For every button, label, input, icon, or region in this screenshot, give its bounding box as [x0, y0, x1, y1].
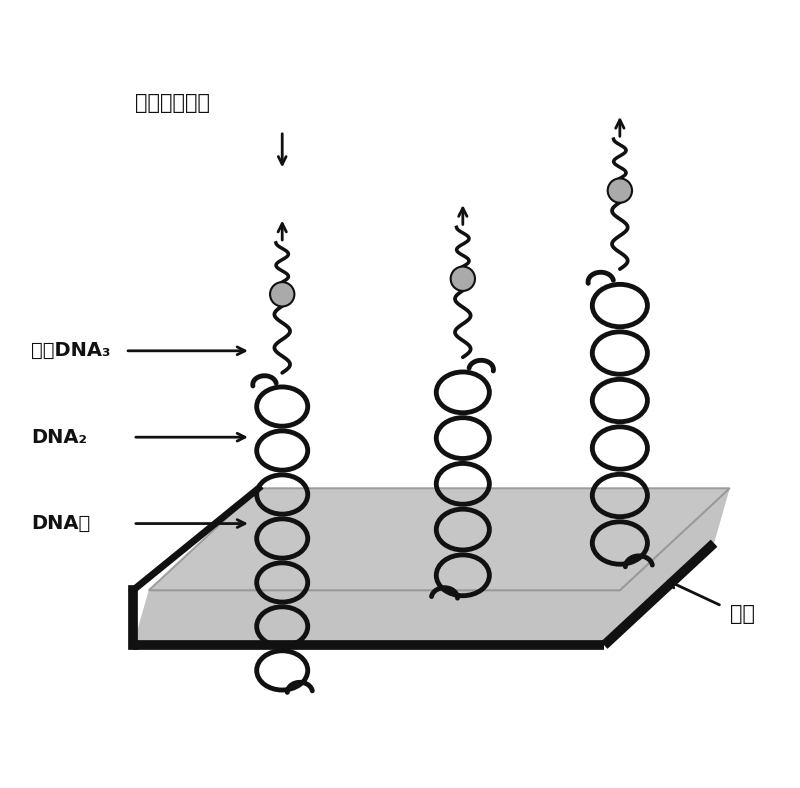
Text: DNA: DNA — [31, 514, 90, 533]
Polygon shape — [133, 489, 730, 645]
Circle shape — [270, 282, 294, 307]
Polygon shape — [149, 489, 730, 590]
Circle shape — [608, 178, 632, 203]
Text: 玻片: 玻片 — [730, 604, 754, 624]
Text: 目标DNA₃: 目标DNA₃ — [31, 341, 110, 360]
Text: DNA₂: DNA₂ — [31, 428, 87, 447]
Text: 稀土钓配合物: 稀土钓配合物 — [134, 94, 210, 113]
Circle shape — [450, 266, 475, 291]
